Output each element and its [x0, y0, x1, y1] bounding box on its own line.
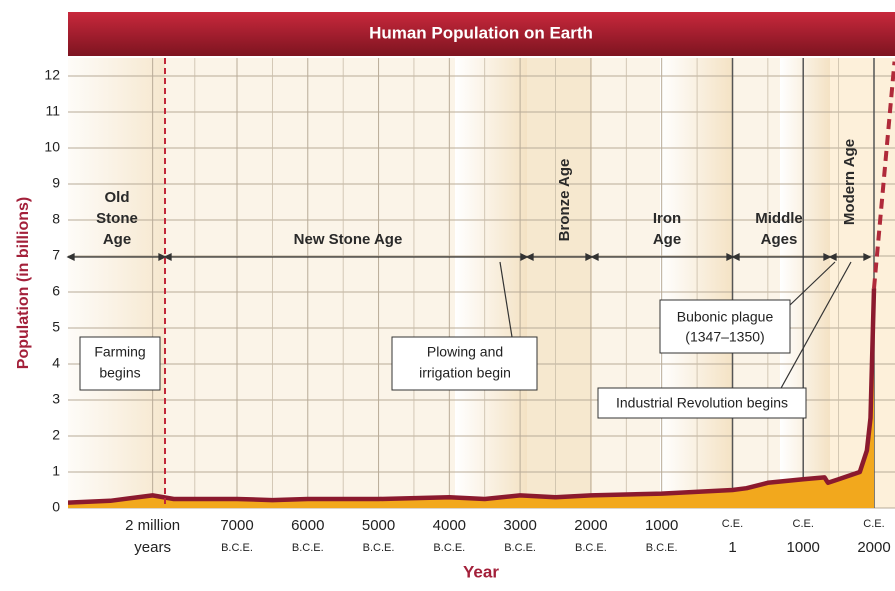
- era-label: Ages: [761, 231, 798, 248]
- era-label: Modern Age: [841, 139, 858, 225]
- era-label: Old: [105, 189, 130, 206]
- y-tick-label: 9: [52, 175, 60, 191]
- chart-title: Human Population on Earth: [369, 23, 593, 42]
- x-axis-label: Year: [463, 562, 499, 581]
- era-label: Bronze Age: [556, 159, 573, 242]
- era-band: [68, 58, 165, 508]
- x-tick-label: B.C.E.: [504, 542, 536, 554]
- era-label: Age: [103, 231, 131, 248]
- area: [68, 288, 874, 508]
- x-tick-label: 3000: [503, 517, 536, 534]
- era-arrows: [66, 252, 872, 262]
- x-tick-label: 2 million: [125, 517, 180, 534]
- x-tick-label: 6000: [291, 517, 324, 534]
- era-band: [830, 58, 895, 508]
- line: [68, 288, 877, 505]
- y-tick-label: 1: [52, 463, 60, 479]
- y-tick-label: 12: [44, 67, 60, 83]
- annotation: Industrial Revolution begins: [616, 395, 788, 411]
- x-tick-label: 1000: [787, 539, 820, 556]
- x-tick-label: B.C.E.: [646, 542, 678, 554]
- annotation: irrigation begin: [419, 365, 511, 381]
- grid: [68, 58, 895, 509]
- x-tick-label: 7000: [220, 517, 253, 534]
- annotation: Bubonic plague: [677, 309, 774, 325]
- title-bar: [68, 12, 895, 56]
- era-label: New Stone Age: [294, 231, 403, 248]
- annotation-box: [391, 336, 538, 391]
- x-tick-label: 4000: [433, 517, 466, 534]
- x-tick-label: B.C.E.: [575, 542, 607, 554]
- y-tick-label: 6: [52, 283, 60, 299]
- x-tick-label: B.C.E.: [363, 542, 395, 554]
- era-label: Middle: [755, 210, 803, 227]
- x-tick-label: 1000: [645, 517, 678, 534]
- y-tick-label: 4: [52, 355, 60, 371]
- x-tick-label: C.E.: [722, 518, 743, 530]
- line: [872, 61, 895, 289]
- leader-lines: [499, 261, 852, 391]
- era-band: [527, 58, 592, 508]
- y-tick-label: 0: [52, 499, 60, 515]
- annotation: Farming: [94, 344, 145, 360]
- x-tick-label: 1: [728, 539, 736, 556]
- era-label: Iron: [653, 210, 681, 227]
- annotation-box: [659, 299, 791, 354]
- annotation-box: [597, 387, 807, 419]
- x-tick-label: 2000: [574, 517, 607, 534]
- x-tick-label: C.E.: [863, 518, 884, 530]
- y-tick-label: 7: [52, 247, 60, 263]
- era-label: Stone: [96, 210, 138, 227]
- x-tick-label: B.C.E.: [433, 542, 465, 554]
- annotation: begins: [99, 365, 140, 381]
- x-tick-label: B.C.E.: [221, 542, 253, 554]
- y-tick-label: 10: [44, 139, 60, 155]
- x-tick-label: years: [134, 539, 171, 556]
- y-axis-label: Population (in billions): [15, 197, 32, 369]
- x-tick-label: B.C.E.: [292, 542, 324, 554]
- marks: [68, 61, 895, 508]
- x-tick-label: C.E.: [793, 518, 814, 530]
- annotation: Plowing and: [427, 344, 503, 360]
- y-tick-label: 2: [52, 427, 60, 443]
- y-tick-label: 5: [52, 319, 60, 335]
- era-band: [660, 58, 733, 508]
- era-band: [455, 58, 527, 508]
- y-tick-label: 11: [45, 103, 60, 119]
- y-tick-label: 3: [52, 391, 60, 407]
- era-band: [780, 58, 830, 508]
- x-tick-label: 2000: [857, 539, 890, 556]
- annotation: (1347–1350): [685, 329, 764, 345]
- era-label: Age: [653, 231, 681, 248]
- x-tick-label: 5000: [362, 517, 395, 534]
- annotation-box: [79, 336, 161, 391]
- y-tick-label: 8: [52, 211, 60, 227]
